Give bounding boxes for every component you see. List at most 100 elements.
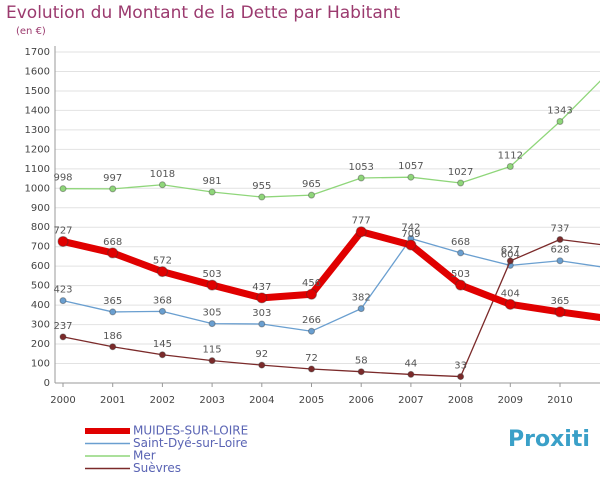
x-tick-label: 2006: [348, 395, 373, 406]
x-tick-label: 2004: [249, 395, 274, 406]
value-label: 437: [252, 282, 271, 293]
value-label: 186: [103, 331, 122, 342]
value-label: 365: [550, 296, 569, 307]
point: [457, 249, 465, 257]
series-line: [62, 80, 600, 198]
value-label: 456: [302, 278, 321, 289]
point: [208, 357, 216, 365]
series-line: [62, 237, 600, 332]
point: [208, 320, 216, 328]
point: [506, 257, 514, 265]
value-label: 1018: [150, 169, 175, 180]
chart-subtitle: (en €): [16, 26, 46, 37]
point: [109, 343, 117, 351]
value-label: 1053: [348, 162, 373, 173]
value-label: 382: [352, 293, 371, 304]
value-label: 1112: [498, 150, 523, 161]
point: [59, 297, 67, 305]
y-tick-label: 0: [44, 378, 50, 389]
y-tick-label: 700: [31, 242, 50, 253]
point: [109, 308, 117, 316]
y-tick-label: 1500: [25, 86, 50, 97]
y-tick-label: 1300: [25, 125, 50, 136]
series-line: [62, 238, 600, 378]
y-tick-label: 1100: [25, 164, 50, 175]
y-tick-label: 400: [31, 300, 50, 311]
point: [59, 185, 67, 193]
point: [158, 351, 166, 359]
point: [59, 333, 67, 341]
legend-label: Suèvres: [133, 461, 181, 475]
legend-label: Mer: [133, 449, 156, 463]
point: [357, 368, 365, 376]
x-tick-label: 2002: [150, 395, 175, 406]
legend-label: Saint-Dyé-sur-Loire: [133, 436, 248, 450]
x-tick-label: 2007: [398, 395, 423, 406]
point: [457, 373, 465, 381]
value-label: 1027: [448, 167, 473, 178]
point: [258, 193, 266, 201]
x-tick-label: 2009: [498, 395, 523, 406]
logo: Proxiti: [508, 427, 590, 452]
x-tick-label: 2005: [299, 395, 324, 406]
y-tick-label: 100: [31, 359, 50, 370]
value-label: 58: [355, 356, 368, 367]
value-label: 727: [53, 225, 72, 236]
point: [407, 173, 415, 181]
point: [158, 307, 166, 315]
value-label: 92: [255, 349, 268, 360]
value-label: 709: [401, 229, 420, 240]
y-tick-label: 800: [31, 222, 50, 233]
value-label: 981: [203, 176, 222, 187]
point: [457, 179, 465, 187]
value-label: 777: [352, 216, 371, 227]
value-label: 266: [302, 315, 321, 326]
y-tick-label: 300: [31, 320, 50, 331]
value-label: 145: [153, 339, 172, 350]
x-tick-label: 2001: [100, 395, 125, 406]
point: [556, 257, 564, 265]
point: [308, 191, 315, 199]
value-label: 115: [203, 345, 222, 356]
value-label: 305: [203, 308, 222, 319]
point: [455, 279, 467, 291]
point: [206, 279, 218, 291]
value-label: 237: [53, 321, 72, 332]
value-label: 44: [405, 358, 418, 369]
value-label: 1057: [398, 161, 423, 172]
y-tick-label: 1700: [25, 47, 50, 58]
y-tick-label: 1000: [25, 183, 50, 194]
y-tick-label: 1400: [25, 105, 50, 116]
value-label: 503: [451, 269, 470, 280]
x-tick-label: 2008: [448, 395, 473, 406]
point: [256, 292, 268, 304]
value-label: 604: [501, 249, 520, 260]
value-label: 303: [252, 308, 271, 319]
y-tick-label: 900: [31, 203, 50, 214]
y-tick-label: 1600: [25, 66, 50, 77]
point: [109, 185, 117, 193]
point: [258, 320, 266, 328]
point: [308, 365, 315, 373]
y-tick-label: 500: [31, 281, 50, 292]
value-label: 737: [550, 224, 569, 235]
point: [306, 288, 317, 300]
point: [57, 235, 69, 247]
value-label: 365: [103, 296, 122, 307]
point: [208, 188, 216, 196]
point: [308, 327, 315, 335]
value-label: 742: [401, 223, 420, 234]
point: [355, 226, 367, 238]
value-label: 503: [203, 269, 222, 280]
y-tick-label: 1200: [25, 144, 50, 155]
x-tick-label: 2000: [50, 395, 75, 406]
legend-label: MUIDES-SUR-LOIRE: [133, 424, 248, 438]
value-label: 72: [305, 353, 318, 364]
point: [156, 266, 168, 278]
series-line: [62, 228, 600, 321]
point: [405, 239, 417, 251]
value-label: 572: [153, 256, 172, 267]
value-label: 404: [501, 288, 520, 299]
point: [556, 236, 564, 244]
x-tick-label: 2003: [199, 395, 224, 406]
